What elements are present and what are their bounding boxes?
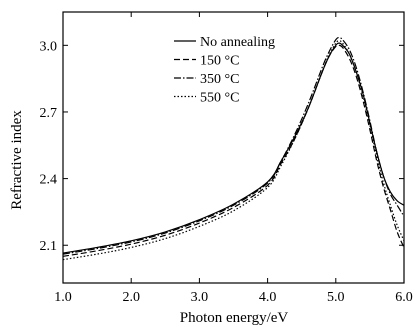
- y-axis-label: Refractive index: [9, 110, 25, 210]
- series-line-2: [62, 44, 405, 257]
- legend-label-2: 150 °C: [200, 54, 239, 69]
- x-tick-label: 1.0: [54, 290, 72, 305]
- x-axis-label: Photon energy/eV: [180, 310, 289, 326]
- plot-frame: [62, 11, 405, 284]
- x-tick-label: 4.0: [259, 290, 277, 305]
- y-tick-label: 2.4: [40, 173, 58, 188]
- series-line-4: [62, 40, 405, 261]
- x-tick-label: 3.0: [191, 290, 209, 305]
- legend-label-3: 350 °C: [200, 72, 239, 87]
- legend-label-4: 550 °C: [200, 91, 239, 106]
- y-tick-label: 3.0: [40, 39, 58, 54]
- y-tick-label: 2.1: [40, 239, 58, 254]
- x-tick-label: 5.0: [327, 290, 345, 305]
- y-tick-label: 2.7: [40, 106, 58, 121]
- x-tick-label: 2.0: [122, 290, 140, 305]
- series-line-3: [62, 36, 405, 255]
- x-axis-ticks: 1.0 2.0 3.0 4.0 5.0 6.0: [54, 12, 413, 305]
- x-tick-label: 6.0: [395, 290, 413, 305]
- series-layer: [62, 36, 405, 261]
- y-axis-ticks: 2.1 2.4 2.7 3.0: [40, 39, 404, 254]
- plot-border: [62, 11, 405, 284]
- legend: No annealing 150 °C 350 °C 550 °C: [174, 35, 275, 106]
- legend-label-1: No annealing: [200, 35, 275, 50]
